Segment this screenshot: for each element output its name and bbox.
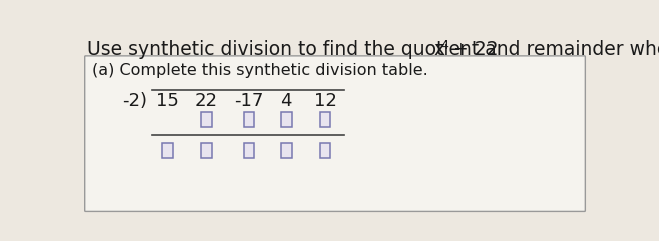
Bar	[244, 112, 254, 127]
Bar	[320, 112, 330, 127]
Text: Use synthetic division to find the quotient and remainder when 15: Use synthetic division to find the quoti…	[87, 40, 659, 59]
Text: 22: 22	[195, 92, 218, 109]
Text: 4: 4	[281, 92, 292, 109]
Text: -2): -2)	[123, 92, 148, 109]
Text: + 22: + 22	[447, 40, 498, 59]
Bar	[244, 143, 254, 158]
Bar	[201, 112, 212, 127]
Text: (a) Complete this synthetic division table.: (a) Complete this synthetic division tab…	[92, 63, 428, 78]
FancyBboxPatch shape	[85, 56, 585, 211]
Bar	[201, 143, 212, 158]
Bar	[162, 143, 173, 158]
Text: x: x	[434, 40, 445, 59]
Bar	[281, 143, 292, 158]
Text: 15: 15	[156, 92, 179, 109]
Text: -17: -17	[235, 92, 264, 109]
Bar	[320, 143, 330, 158]
Bar	[281, 112, 292, 127]
Text: 4: 4	[440, 39, 448, 52]
Text: 12: 12	[314, 92, 336, 109]
